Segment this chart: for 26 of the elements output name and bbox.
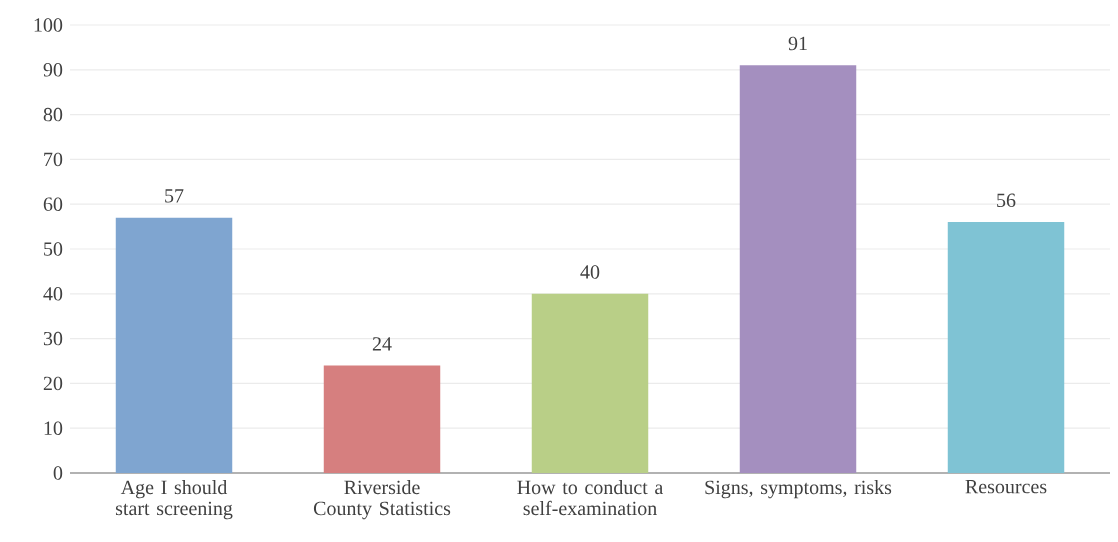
x-tick-label: Resources xyxy=(965,480,1047,494)
y-tick-label: 90 xyxy=(43,63,63,77)
bar xyxy=(531,293,649,473)
bar xyxy=(947,222,1065,473)
bar xyxy=(323,365,441,473)
data-label: 40 xyxy=(580,265,600,279)
y-tick-label: 100 xyxy=(34,18,63,32)
data-label: 56 xyxy=(997,193,1016,208)
x-tick-label: Age I should start screening xyxy=(115,480,233,520)
data-label: 24 xyxy=(372,337,392,351)
data-label: 57 xyxy=(165,189,184,203)
y-tick-label: 70 xyxy=(44,152,63,167)
y-tick-label: 30 xyxy=(43,331,63,346)
y-tick-label: 20 xyxy=(43,376,63,391)
y-tick-label: 50 xyxy=(44,242,63,256)
x-tick-label: How to conduct a self-examination xyxy=(517,480,664,516)
data-label: 91 xyxy=(788,36,807,51)
y-tick-label: 60 xyxy=(43,197,63,211)
y-tick-label: 40 xyxy=(43,287,63,301)
x-tick-label: Signs, symptoms, risks xyxy=(705,480,892,499)
y-tick-label: 10 xyxy=(44,421,63,435)
bar xyxy=(115,217,233,473)
x-tick-label: Riverside County Statistics xyxy=(313,480,451,520)
y-tick-label: 0 xyxy=(53,466,63,480)
y-tick-label: 80 xyxy=(43,107,63,122)
bar xyxy=(739,65,857,473)
